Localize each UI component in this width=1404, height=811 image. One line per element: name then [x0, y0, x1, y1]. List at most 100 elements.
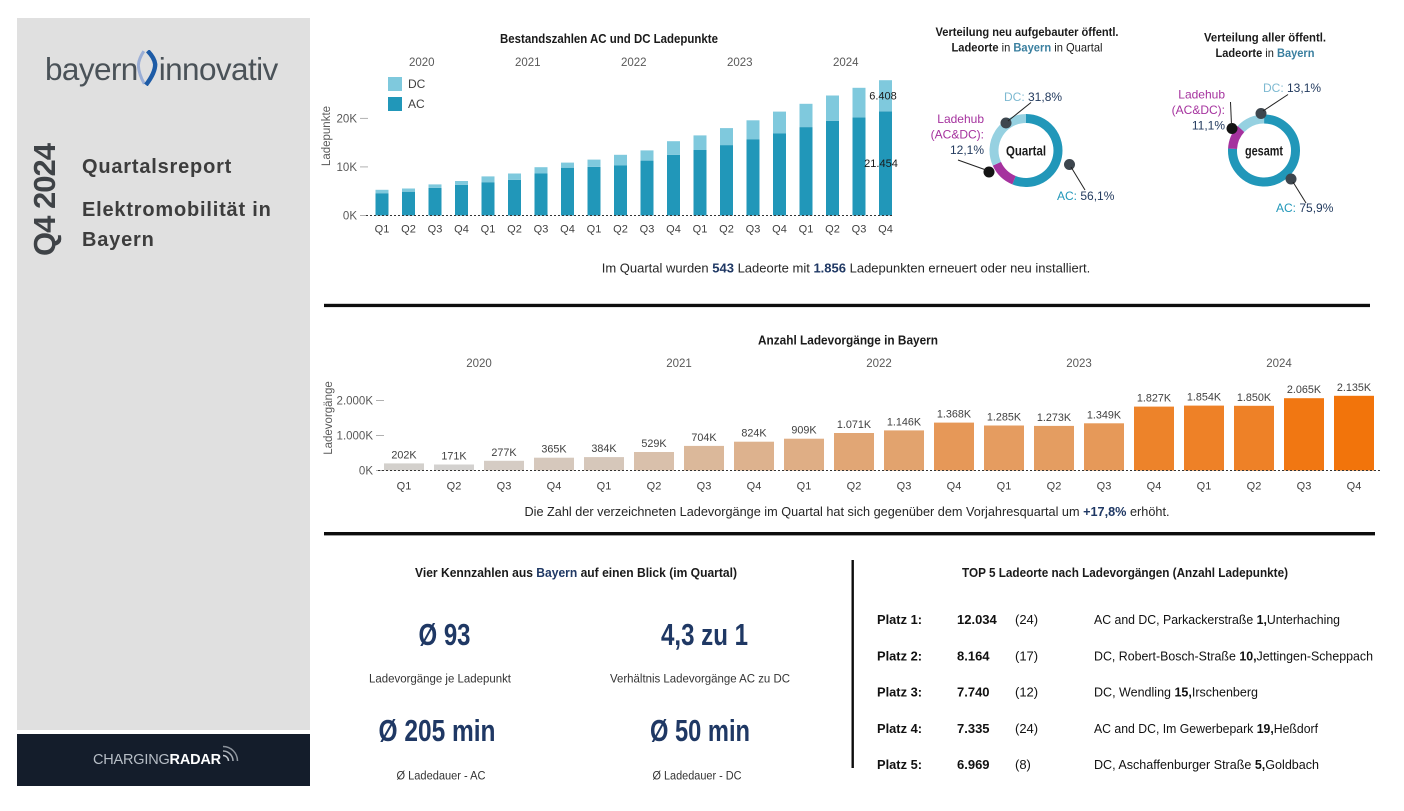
svg-text:Q1: Q1: [375, 224, 390, 236]
svg-text:Q1: Q1: [587, 224, 602, 236]
svg-text:(AC&DC):: (AC&DC):: [931, 128, 984, 142]
svg-text:Q3: Q3: [746, 224, 761, 236]
svg-text:Ladeorte in Bayern: Ladeorte in Bayern: [1216, 46, 1315, 60]
svg-text:1.368K: 1.368K: [937, 409, 972, 421]
svg-text:365K: 365K: [541, 444, 567, 456]
svg-text:DC, Aschaffenburger Straße 5,G: DC, Aschaffenburger Straße 5,Goldbach: [1094, 757, 1319, 772]
svg-text:(24): (24): [1015, 612, 1038, 627]
svg-text:Q1: Q1: [397, 481, 412, 493]
svg-text:202K: 202K: [391, 449, 417, 461]
svg-text:Quartal: Quartal: [1006, 144, 1046, 159]
svg-text:Platz 5:: Platz 5:: [877, 757, 922, 772]
svg-text:Ladehub: Ladehub: [937, 112, 984, 126]
svg-text:Q2: Q2: [1247, 481, 1262, 493]
svg-text:12,1%: 12,1%: [950, 143, 984, 157]
svg-text:(8): (8): [1015, 757, 1031, 772]
svg-text:AC and DC, Parkackerstraße 1,U: AC and DC, Parkackerstraße 1,Unterhachin…: [1094, 612, 1340, 627]
svg-text:Die Zahl der verzeichneten Lad: Die Zahl der verzeichneten Ladevorgänge …: [525, 505, 1170, 519]
svg-text:10K: 10K: [337, 162, 358, 174]
svg-text:Q3: Q3: [697, 481, 712, 493]
svg-text:Bestandszahlen AC und DC Ladep: Bestandszahlen AC und DC Ladepunkte: [500, 31, 718, 46]
svg-text:Ø 93: Ø 93: [419, 617, 471, 652]
svg-text:529K: 529K: [641, 438, 667, 450]
svg-text:1.273K: 1.273K: [1037, 412, 1072, 424]
svg-text:4,3 zu 1: 4,3 zu 1: [661, 617, 748, 652]
svg-text:7.335: 7.335: [957, 721, 990, 736]
svg-text:Q1: Q1: [797, 481, 812, 493]
svg-text:Q1: Q1: [799, 224, 814, 236]
svg-text:DC, Robert-Bosch-Straße 10,Jet: DC, Robert-Bosch-Straße 10,Jettingen-Sch…: [1094, 648, 1373, 663]
svg-text:Anzahl Ladevorgänge in Bayern: Anzahl Ladevorgänge in Bayern: [758, 334, 938, 348]
svg-text:gesamt: gesamt: [1245, 144, 1283, 159]
svg-text:Q3: Q3: [534, 224, 549, 236]
svg-text:Q4: Q4: [1347, 481, 1362, 493]
svg-text:1.071K: 1.071K: [837, 419, 872, 431]
svg-text:Ø Ladedauer - DC: Ø Ladedauer - DC: [653, 769, 742, 783]
svg-text:Q1: Q1: [997, 481, 1012, 493]
svg-text:1.146K: 1.146K: [887, 416, 922, 428]
svg-text:Ladeorte in Bayern in Quartal: Ladeorte in Bayern in Quartal: [952, 41, 1103, 55]
svg-text:2.065K: 2.065K: [1287, 384, 1322, 396]
svg-text:Platz 2:: Platz 2:: [877, 648, 922, 663]
svg-text:Platz 1:: Platz 1:: [877, 612, 922, 627]
svg-text:Q2: Q2: [847, 481, 862, 493]
svg-text:Q2: Q2: [825, 224, 840, 236]
svg-text:Im Quartal wurden 543 Ladeorte: Im Quartal wurden 543 Ladeorte mit 1.856…: [602, 261, 1091, 276]
svg-text:2022: 2022: [621, 57, 647, 69]
svg-text:Q3: Q3: [428, 224, 443, 236]
svg-text:AC: 75,9%: AC: 75,9%: [1276, 201, 1334, 215]
svg-text:2020: 2020: [466, 358, 492, 370]
svg-text:Vier Kennzahlen aus Bayern auf: Vier Kennzahlen aus Bayern auf einen Bli…: [415, 565, 737, 580]
svg-text:Platz 4:: Platz 4:: [877, 721, 922, 736]
svg-text:Q2: Q2: [447, 481, 462, 493]
svg-text:2023: 2023: [1066, 358, 1092, 370]
svg-text:Ladehub: Ladehub: [1178, 88, 1225, 102]
svg-text:Q1: Q1: [597, 481, 612, 493]
svg-text:6.408: 6.408: [869, 91, 897, 103]
svg-text:Q3: Q3: [1297, 481, 1312, 493]
svg-text:277K: 277K: [491, 447, 517, 459]
svg-text:1.000K: 1.000K: [337, 431, 374, 443]
svg-text:0K: 0K: [343, 211, 357, 223]
svg-text:Q4: Q4: [878, 224, 893, 236]
svg-text:12.034: 12.034: [957, 612, 998, 627]
svg-text:Q1: Q1: [693, 224, 708, 236]
svg-text:171K: 171K: [441, 451, 467, 463]
svg-text:(17): (17): [1015, 648, 1038, 663]
svg-text:21.454: 21.454: [864, 158, 898, 170]
svg-text:Verteilung aller öffentl.: Verteilung aller öffentl.: [1204, 31, 1326, 45]
svg-text:(AC&DC):: (AC&DC):: [1172, 103, 1225, 117]
svg-text:2.000K: 2.000K: [337, 396, 374, 408]
svg-text:DC: 31,8%: DC: 31,8%: [1004, 90, 1062, 104]
svg-text:Q3: Q3: [897, 481, 912, 493]
svg-text:704K: 704K: [691, 432, 717, 444]
svg-text:Q3: Q3: [497, 481, 512, 493]
svg-text:6.969: 6.969: [957, 757, 990, 772]
svg-text:DC: DC: [408, 77, 426, 91]
svg-text:8.164: 8.164: [957, 648, 990, 663]
svg-text:Q4: Q4: [666, 224, 681, 236]
svg-text:Ø Ladedauer - AC: Ø Ladedauer - AC: [397, 769, 486, 783]
svg-text:TOP 5 Ladeorte nach Ladevorgän: TOP 5 Ladeorte nach Ladevorgängen (Anzah…: [962, 565, 1288, 580]
svg-text:(24): (24): [1015, 721, 1038, 736]
svg-text:Q3: Q3: [852, 224, 867, 236]
svg-text:Q4: Q4: [547, 481, 562, 493]
svg-text:DC, Wendling 15,Irschenberg: DC, Wendling 15,Irschenberg: [1094, 685, 1258, 700]
svg-text:1.850K: 1.850K: [1237, 392, 1272, 404]
svg-text:2024: 2024: [1266, 358, 1292, 370]
svg-text:Ladepunkte: Ladepunkte: [321, 106, 333, 166]
svg-text:Ladevorgänge je Ladepunkt: Ladevorgänge je Ladepunkt: [369, 672, 512, 686]
svg-text:1.827K: 1.827K: [1137, 393, 1172, 405]
svg-text:(12): (12): [1015, 685, 1038, 700]
svg-text:Q4: Q4: [747, 481, 762, 493]
svg-text:Verteilung neu aufgebauter öff: Verteilung neu aufgebauter öffentl.: [936, 25, 1119, 39]
svg-text:Q4: Q4: [560, 224, 575, 236]
svg-text:Q2: Q2: [719, 224, 734, 236]
svg-text:Ladevorgänge: Ladevorgänge: [323, 381, 335, 455]
svg-text:2.135K: 2.135K: [1337, 382, 1372, 394]
svg-text:AC: AC: [408, 97, 425, 111]
svg-text:Verhältnis Ladevorgänge AC zu: Verhältnis Ladevorgänge AC zu DC: [610, 672, 790, 686]
svg-text:Q2: Q2: [647, 481, 662, 493]
svg-text:Q4: Q4: [772, 224, 787, 236]
svg-text:2020: 2020: [409, 57, 435, 69]
